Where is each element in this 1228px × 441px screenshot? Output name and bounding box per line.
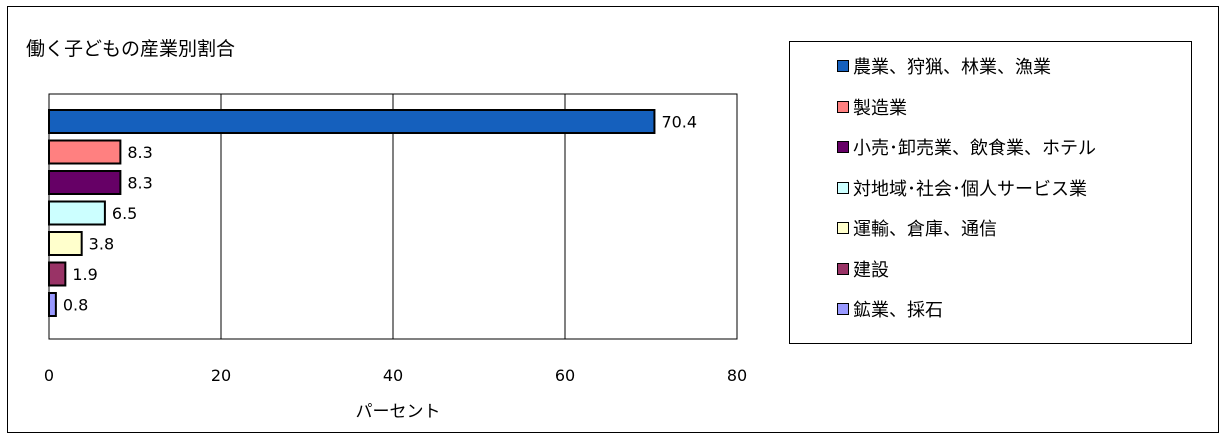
bar <box>48 292 57 317</box>
bar <box>48 139 122 165</box>
legend-label: 小売･卸売業、飲食業、ホテル <box>853 138 1096 159</box>
bar-value-label: 8.3 <box>127 174 152 193</box>
legend-swatch <box>837 100 849 113</box>
legend-swatch <box>837 181 849 194</box>
bar-value-label: 70.4 <box>661 113 697 132</box>
x-tick-label: 60 <box>555 366 575 385</box>
x-tick-label: 40 <box>383 366 403 385</box>
legend-label: 運輸、倉庫、通信 <box>853 219 997 240</box>
bar-value-label: 1.9 <box>72 265 97 284</box>
legend-item: 運輸、倉庫、通信 <box>837 216 997 240</box>
legend: 農業、狩猟、林業、漁業 製造業小売･卸売業、飲食業、ホテル 対地域･社会･個人サービ… <box>789 41 1192 344</box>
bar <box>48 261 67 287</box>
legend-item: 農業、狩猟、林業、漁業 <box>837 54 1051 78</box>
x-tick-label: 80 <box>727 366 747 385</box>
legend-label: 対地域･社会･個人サービス業 <box>853 178 1087 200</box>
bar <box>48 170 122 195</box>
legend-swatch <box>837 303 849 315</box>
bar <box>48 109 656 134</box>
legend-swatch <box>837 60 849 72</box>
x-axis-label: パーセント <box>355 402 441 422</box>
bar <box>48 200 106 226</box>
x-tick-label: 0 <box>44 366 54 385</box>
legend-label: 製造業 <box>853 97 907 119</box>
bar-value-label: 3.8 <box>89 235 114 254</box>
legend-swatch <box>837 141 849 153</box>
legend-item: 小売･卸売業、飲食業、ホテル <box>837 135 1096 159</box>
bar-value-label: 0.8 <box>63 296 88 315</box>
legend-item: 対地域･社会･個人サービス業 <box>837 176 1087 200</box>
x-tick-label: 20 <box>211 366 231 385</box>
legend-swatch <box>837 222 849 234</box>
legend-item: 製造業 <box>837 95 907 119</box>
legend-item: 建設 <box>837 257 889 281</box>
legend-label: 建設 <box>853 259 889 281</box>
bar <box>48 231 83 256</box>
chart-title: 働く子どもの産業別割合 <box>26 38 236 60</box>
bar-value-label: 8.3 <box>127 143 152 162</box>
bar-value-label: 6.5 <box>112 204 137 223</box>
legend-label: 鉱業、採石 <box>853 300 943 321</box>
legend-label: 農業、狩猟、林業、漁業 <box>853 57 1051 78</box>
legend-item: 鉱業、採石 <box>837 297 943 321</box>
legend-swatch <box>837 262 849 275</box>
